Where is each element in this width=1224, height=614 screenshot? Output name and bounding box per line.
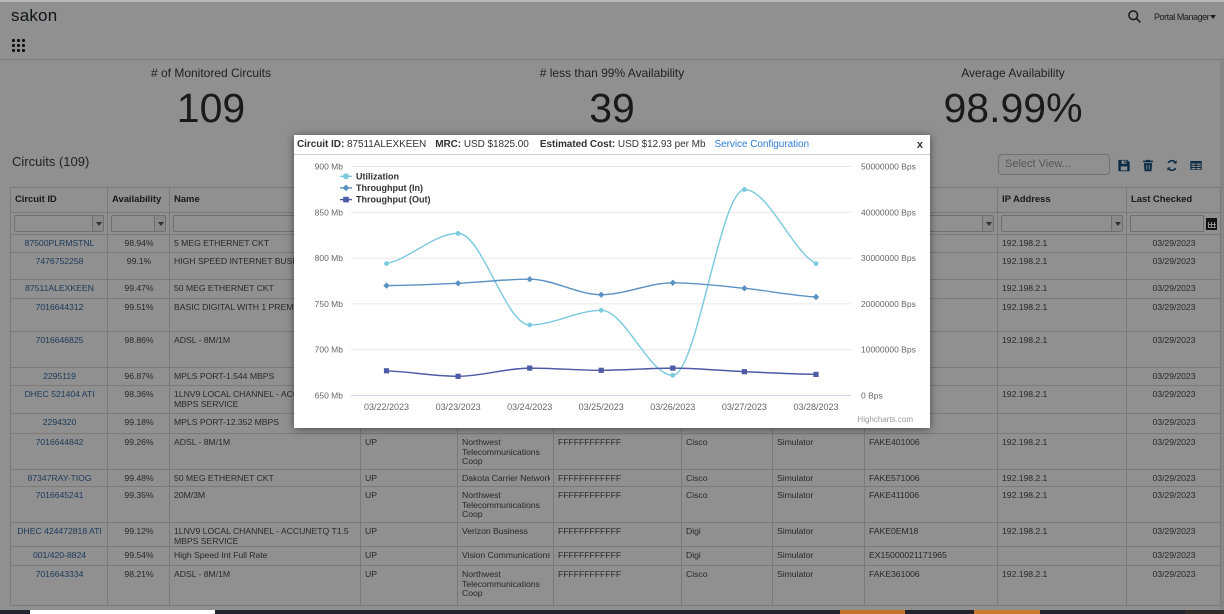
svg-text:50000000 Bps: 50000000 Bps <box>861 162 916 172</box>
svg-text:40000000 Bps: 40000000 Bps <box>861 207 916 217</box>
svg-text:10000000 Bps: 10000000 Bps <box>861 345 916 355</box>
svg-text:30000000 Bps: 30000000 Bps <box>861 253 916 263</box>
svg-text:03/22/2023: 03/22/2023 <box>364 402 409 412</box>
svg-text:Highcharts.com: Highcharts.com <box>857 415 913 424</box>
svg-text:650 Mb: 650 Mb <box>315 391 344 401</box>
svg-text:03/25/2023: 03/25/2023 <box>579 402 624 412</box>
svg-text:900 Mb: 900 Mb <box>315 162 344 172</box>
svg-text:Throughput (Out): Throughput (Out) <box>356 195 430 205</box>
svg-text:03/28/2023: 03/28/2023 <box>793 402 838 412</box>
svg-text:0 Bps: 0 Bps <box>861 391 883 401</box>
svg-text:750 Mb: 750 Mb <box>315 299 344 309</box>
svg-text:03/27/2023: 03/27/2023 <box>722 402 767 412</box>
svg-text:Utilization: Utilization <box>356 171 399 181</box>
svg-text:03/24/2023: 03/24/2023 <box>507 402 552 412</box>
svg-text:700 Mb: 700 Mb <box>315 345 344 355</box>
svg-text:20000000 Bps: 20000000 Bps <box>861 299 916 309</box>
svg-text:Throughput (In): Throughput (In) <box>356 183 423 193</box>
svg-text:03/26/2023: 03/26/2023 <box>650 402 695 412</box>
svg-text:850 Mb: 850 Mb <box>315 207 344 217</box>
svg-text:03/23/2023: 03/23/2023 <box>436 402 481 412</box>
svg-text:800 Mb: 800 Mb <box>315 253 344 263</box>
